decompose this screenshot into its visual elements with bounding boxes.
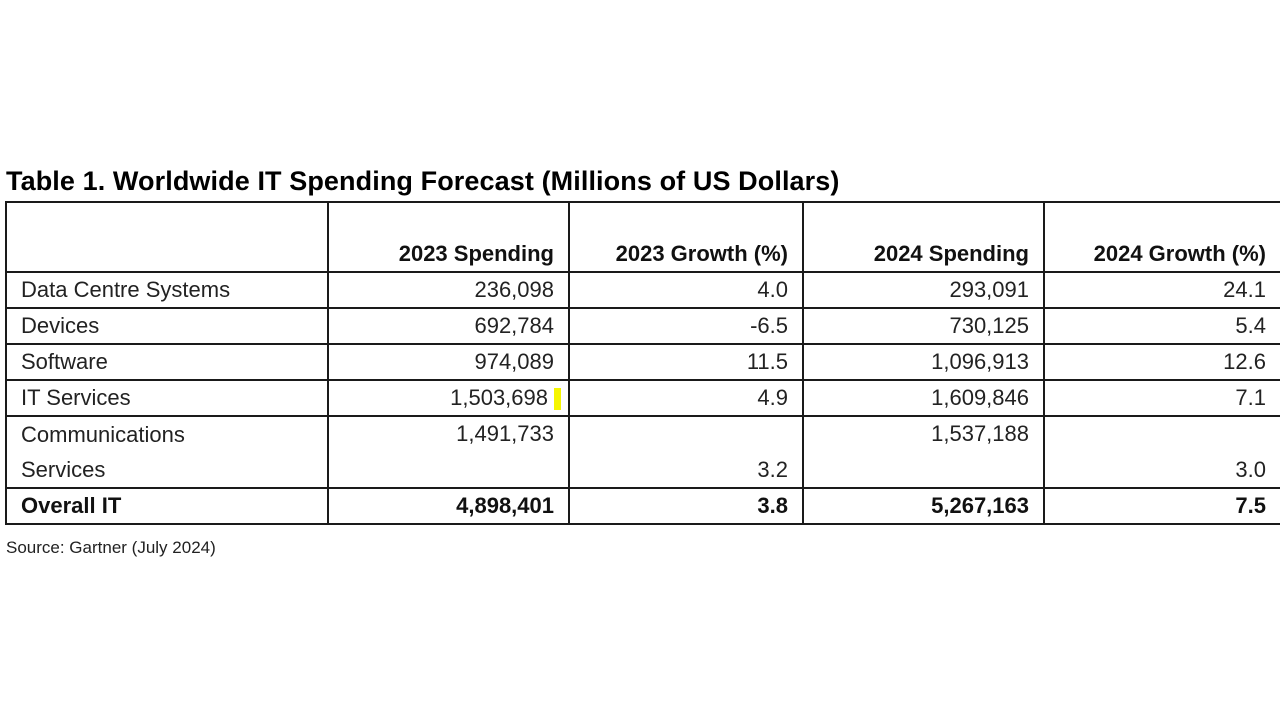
spending-forecast-table: 2023 Spending 2023 Growth (%) 2024 Spend… <box>5 201 1280 525</box>
total-segment-cell: Overall IT <box>5 487 329 525</box>
segment-cell: Data Centre Systems <box>5 271 329 309</box>
growth-2024-cell: 3.0 <box>1043 415 1280 489</box>
header-2023-spending: 2023 Spending <box>327 201 570 273</box>
segment-line-1: Communications <box>21 422 185 447</box>
segment-cell: Software <box>5 343 329 381</box>
segment-cell: Devices <box>5 307 329 345</box>
source-note: Source: Gartner (July 2024) <box>6 538 216 557</box>
spending-2023-cell: 236,098 <box>327 271 570 309</box>
spending-2023-cell: 692,784 <box>327 307 570 345</box>
growth-2023-cell: 3.2 <box>568 415 804 489</box>
spending-2023-cell: 1,491,733 <box>327 415 570 489</box>
total-growth-2024-cell: 7.5 <box>1043 487 1280 525</box>
total-spending-2023-cell: 4,898,401 <box>327 487 570 525</box>
growth-2024-cell: 12.6 <box>1043 343 1280 381</box>
header-2023-growth: 2023 Growth (%) <box>568 201 804 273</box>
growth-2023-cell: 4.9 <box>568 379 804 417</box>
segment-cell: Communications Services <box>5 415 329 489</box>
growth-2024-cell: 24.1 <box>1043 271 1280 309</box>
table-header-row: 2023 Spending 2023 Growth (%) 2024 Spend… <box>5 201 1280 273</box>
spending-2023-cell: 1,503,698 <box>327 379 570 417</box>
growth-2024-cell: 7.1 <box>1043 379 1280 417</box>
spending-2024-cell: 1,096,913 <box>802 343 1045 381</box>
table-row: Software 974,089 11.5 1,096,913 12.6 <box>5 343 1280 381</box>
text-highlight-marker <box>554 388 561 411</box>
segment-cell: IT Services <box>5 379 329 417</box>
table-row: Communications Services 1,491,733 3.2 1,… <box>5 415 1280 489</box>
table-row: Data Centre Systems 236,098 4.0 293,091 … <box>5 271 1280 309</box>
table-row: Devices 692,784 -6.5 730,125 5.4 <box>5 307 1280 345</box>
spending-2023-value: 1,503,698 <box>450 385 548 410</box>
growth-2024-cell: 5.4 <box>1043 307 1280 345</box>
spending-2024-cell: 293,091 <box>802 271 1045 309</box>
total-growth-2023-cell: 3.8 <box>568 487 804 525</box>
growth-2023-cell: 4.0 <box>568 271 804 309</box>
header-2024-growth: 2024 Growth (%) <box>1043 201 1280 273</box>
spending-2024-cell: 730,125 <box>802 307 1045 345</box>
header-segment <box>5 201 329 273</box>
segment-line-2: Services <box>21 457 106 482</box>
growth-2023-cell: -6.5 <box>568 307 804 345</box>
table-title: Table 1. Worldwide IT Spending Forecast … <box>6 166 840 196</box>
spending-2023-cell: 974,089 <box>327 343 570 381</box>
spending-2024-cell: 1,609,846 <box>802 379 1045 417</box>
growth-2023-cell: 11.5 <box>568 343 804 381</box>
table-total-row: Overall IT 4,898,401 3.8 5,267,163 7.5 <box>5 487 1280 525</box>
table-row: IT Services 1,503,698 4.9 1,609,846 7.1 <box>5 379 1280 417</box>
spending-2024-cell: 1,537,188 <box>802 415 1045 489</box>
total-spending-2024-cell: 5,267,163 <box>802 487 1045 525</box>
header-2024-spending: 2024 Spending <box>802 201 1045 273</box>
